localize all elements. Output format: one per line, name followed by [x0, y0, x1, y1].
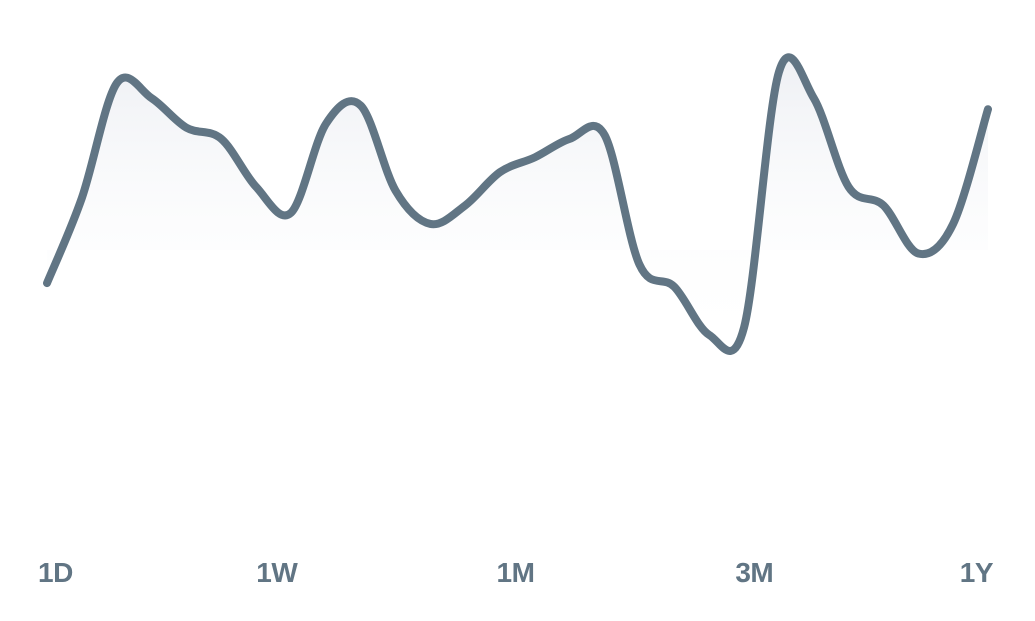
series-area-fill [47, 57, 988, 351]
range-label-1w[interactable]: 1W [256, 557, 299, 588]
range-label-1d[interactable]: 1D [38, 557, 74, 588]
range-label-1y[interactable]: 1Y [960, 557, 995, 588]
series-line [43, 53, 992, 355]
range-label-1m[interactable]: 1M [497, 557, 535, 588]
range-label-3m[interactable]: 3M [735, 557, 773, 588]
